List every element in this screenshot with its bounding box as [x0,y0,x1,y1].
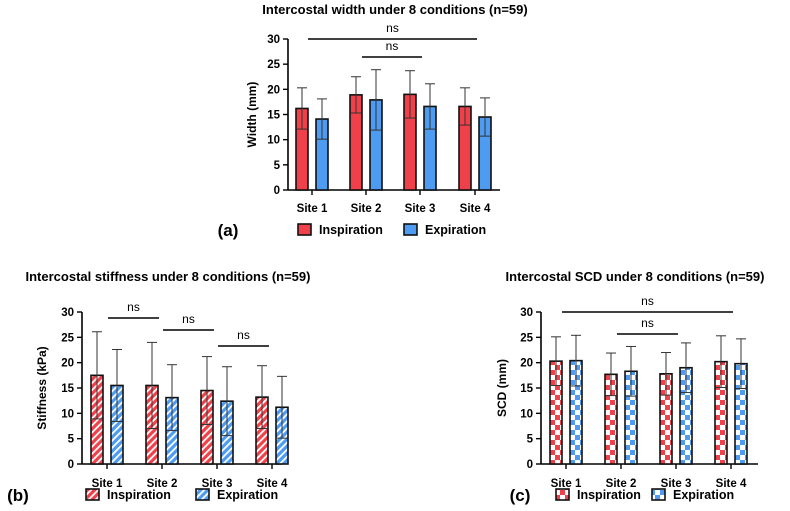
significance-label: ns [127,300,140,314]
y-axis-label: SCD (mm) [495,359,509,417]
y-tick-label: 5 [68,434,75,446]
y-tick-label: 20 [267,84,280,96]
x-tick-label: Site 2 [351,203,382,215]
y-tick-label: 25 [520,332,533,344]
legend-label: Expiration [217,488,278,502]
y-tick-label: 5 [274,160,281,172]
y-tick-label: 0 [68,459,74,471]
significance-label: ns [386,39,399,53]
legend-label: Expiration [425,223,486,237]
y-tick-label: 10 [61,408,74,420]
x-tick-label: Site 3 [661,478,692,490]
significance-label: ns [641,294,654,308]
legend-label: Inspiration [577,488,641,502]
legend-swatch-expiration [651,488,666,501]
panel-label: (c) [510,486,531,505]
y-tick-label: 20 [61,358,74,370]
x-tick-label: Site 4 [460,203,491,215]
legend-label: Expiration [673,488,734,502]
y-tick-label: 30 [61,307,74,319]
y-tick-label: 30 [520,307,533,319]
y-tick-label: 0 [274,185,280,197]
legend-swatch-inspiration [555,488,570,501]
x-tick-label: Site 1 [297,203,328,215]
chart-title: Intercostal width under 8 conditions (n=… [262,2,527,17]
x-tick-label: Site 3 [202,478,233,490]
legend-swatch-inspiration [85,488,100,501]
legend-swatch-inspiration [297,223,312,236]
significance-label: ns [386,21,399,35]
panel-label: (a) [218,221,239,240]
y-tick-label: 25 [61,332,74,344]
chart-a: Intercostal width under 8 conditions (n=… [218,2,528,240]
y-axis-label: Width (mm) [245,82,259,148]
x-tick-label: Site 2 [606,478,637,490]
x-tick-label: Site 4 [257,478,288,490]
y-tick-label: 15 [61,383,74,395]
x-tick-label: Site 4 [716,478,747,490]
y-tick-label: 15 [520,383,533,395]
y-tick-label: 10 [267,135,280,147]
x-tick-label: Site 1 [92,478,123,490]
y-tick-label: 10 [520,408,533,420]
y-tick-label: 15 [267,110,280,122]
chart-title: Intercostal SCD under 8 conditions (n=59… [506,269,765,284]
legend-label: Inspiration [319,223,383,237]
x-tick-label: Site 1 [551,478,582,490]
y-tick-label: 30 [267,34,280,46]
y-axis-label: Stiffness (kPa) [35,346,49,429]
x-tick-label: Site 3 [405,203,436,215]
y-tick-label: 5 [527,434,534,446]
y-tick-label: 0 [527,459,533,471]
panel-label: (b) [7,486,29,505]
legend-label: Inspiration [107,488,171,502]
significance-label: ns [641,316,654,330]
legend-swatch-expiration [195,488,210,501]
chart-b: Intercostal stiffness under 8 conditions… [7,269,310,505]
significance-label: ns [237,328,250,342]
significance-label: ns [182,312,195,326]
chart-c: Intercostal SCD under 8 conditions (n=59… [495,269,764,505]
legend-swatch-expiration [403,223,418,236]
y-tick-label: 25 [267,59,280,71]
x-tick-label: Site 2 [147,478,178,490]
chart-title: Intercostal stiffness under 8 conditions… [26,269,311,284]
y-tick-label: 20 [520,358,533,370]
